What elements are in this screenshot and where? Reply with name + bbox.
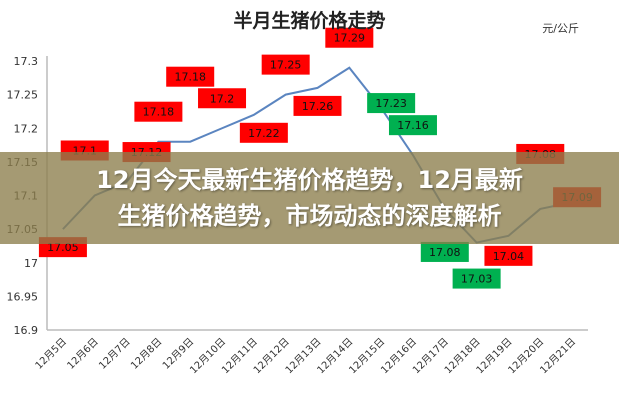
data-label: 17.22	[248, 127, 280, 140]
headline-banner	[0, 152, 619, 244]
headline-line-1: 12月今天最新生猪价格趋势，12月最新	[96, 166, 523, 194]
data-label: 17.18	[143, 106, 175, 119]
data-label: 17.29	[334, 32, 366, 45]
data-label-box	[239, 122, 288, 143]
data-label-box	[484, 245, 533, 266]
x-tick-label: 12月7日	[97, 336, 133, 372]
data-label: 17.16	[397, 119, 429, 132]
y-tick-label: 17.3	[14, 55, 39, 68]
data-label-box	[388, 115, 437, 136]
y-tick-label: 16.9	[14, 324, 39, 337]
x-tick-label: 12月8日	[128, 336, 164, 372]
data-label-box	[325, 27, 374, 48]
data-label: 17.26	[302, 100, 334, 113]
data-label: 17.25	[270, 59, 302, 72]
data-label: 17.08	[429, 246, 461, 259]
y-tick-label: 17.2	[14, 122, 39, 135]
headline-text: 12月今天最新生猪价格趋势，12月最新 生猪价格趋势，市场动态的深度解析	[0, 162, 619, 234]
data-label: 17.04	[493, 250, 525, 263]
data-label: 17.2	[210, 92, 235, 105]
x-tick-label: 12月5日	[33, 336, 69, 372]
headline-line-2: 生猪价格趋势，市场动态的深度解析	[117, 202, 502, 230]
y-tick-label: 16.95	[7, 290, 39, 303]
unit-label: 元/公斤	[542, 22, 579, 35]
data-label-box	[166, 66, 215, 87]
x-tick-label: 12月6日	[65, 336, 101, 372]
data-label-box	[367, 93, 416, 114]
chart-title: 半月生猪价格走势	[233, 10, 386, 32]
data-label-box	[420, 241, 469, 262]
data-label: 17.03	[461, 273, 493, 286]
data-label: 17.23	[375, 97, 407, 110]
data-label: 17.05	[47, 241, 79, 254]
y-tick-label: 17	[24, 257, 38, 270]
data-label-box	[452, 268, 501, 289]
data-label-box	[293, 95, 342, 116]
data-label-box	[134, 101, 183, 122]
data-label-box	[198, 88, 247, 109]
data-label-box	[261, 54, 310, 75]
y-tick-label: 17.25	[7, 89, 39, 102]
data-label: 17.18	[174, 71, 206, 84]
